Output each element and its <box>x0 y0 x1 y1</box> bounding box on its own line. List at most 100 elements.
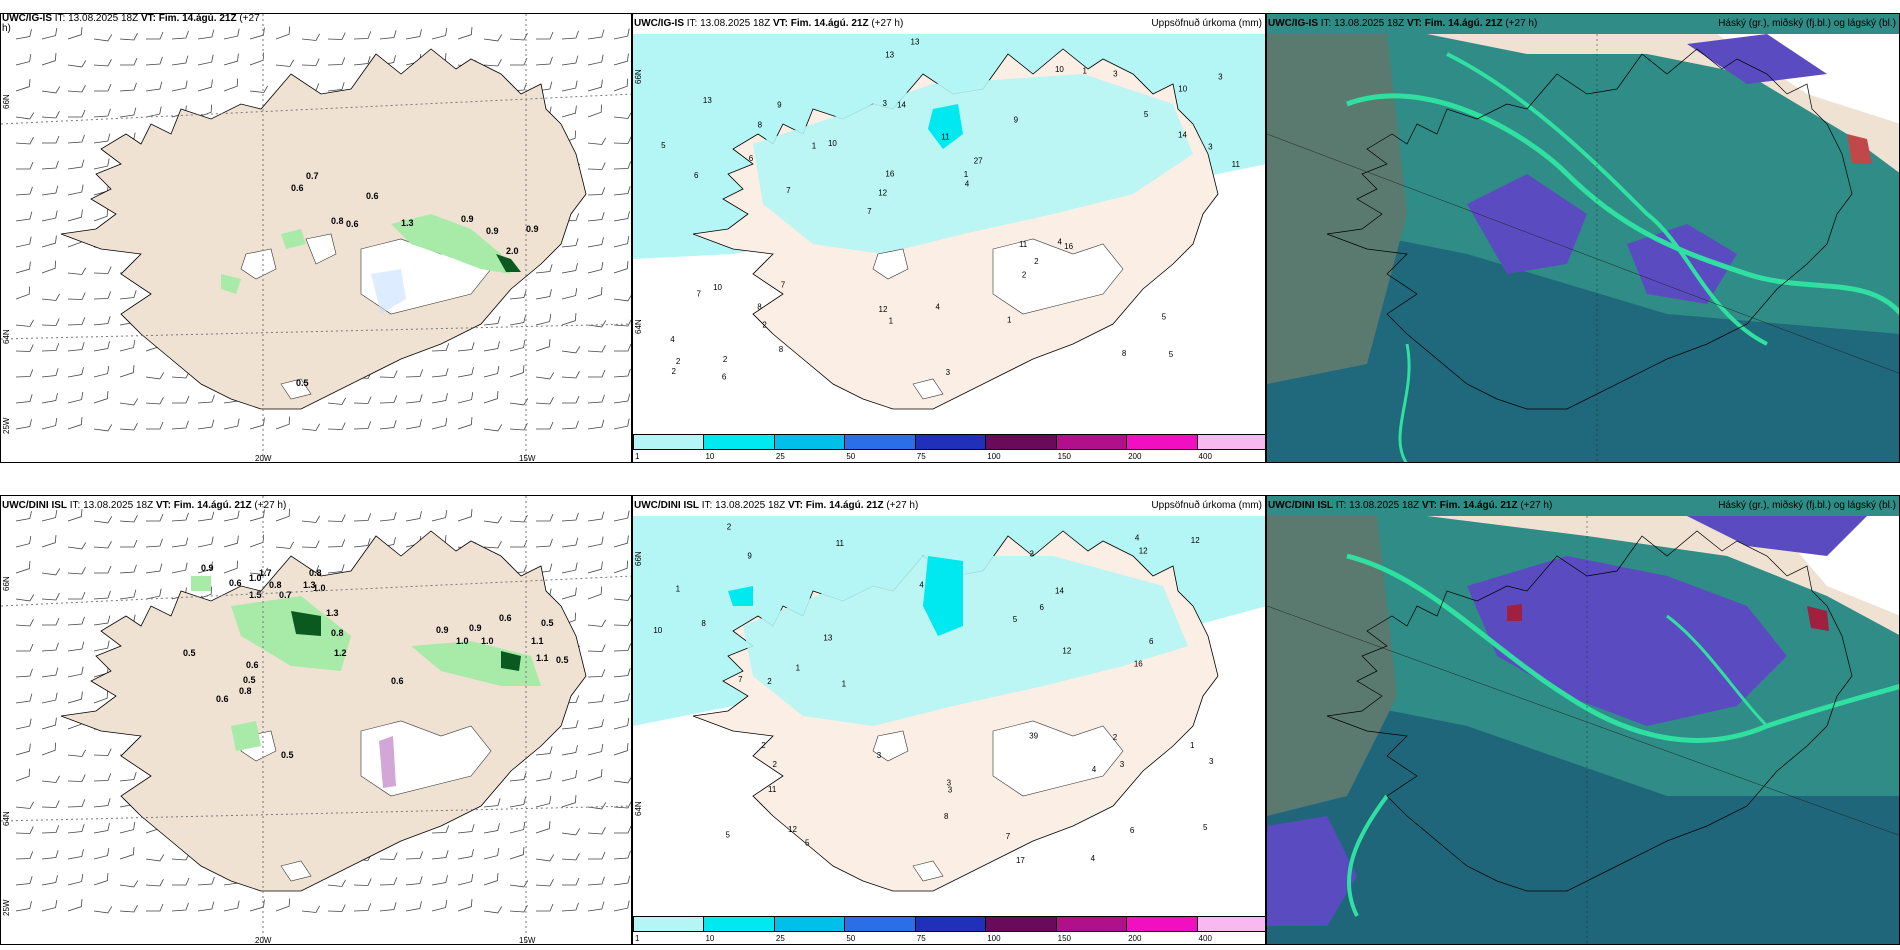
wind-barb <box>67 666 84 678</box>
wind-gust-label: 0.9 <box>469 623 482 633</box>
wind-barb <box>67 899 83 912</box>
wind-barb <box>197 536 214 548</box>
wind-barb <box>613 78 628 92</box>
wind-barb <box>67 417 83 430</box>
wind-barb <box>119 772 137 782</box>
wind-barb <box>146 31 164 40</box>
wind-gust-label: 0.8 <box>331 216 344 226</box>
wind-gust-label: 1.1 <box>531 636 544 646</box>
wind-barb <box>509 772 527 782</box>
wind-barb <box>67 209 83 222</box>
precip-value: 4 <box>1135 533 1140 542</box>
wind-barb <box>15 743 31 756</box>
wind-barb <box>41 742 56 756</box>
iceland-land <box>60 48 587 410</box>
wind-barb <box>67 641 85 652</box>
wind-barb <box>275 26 290 40</box>
wind-barb <box>587 769 603 782</box>
precip-value: 2 <box>761 741 766 750</box>
wind-barb <box>561 288 578 300</box>
wind-barb <box>483 873 499 886</box>
wind-barb <box>561 512 579 522</box>
wind-gust-label: 0.5 <box>243 675 256 685</box>
wind-barb <box>93 848 110 860</box>
wind-barb <box>94 565 112 574</box>
precip-map-bottom: 1435313111417163912101259111234826712543… <box>633 496 1265 944</box>
precip-value: 4 <box>1091 854 1096 863</box>
wind-barb <box>405 901 422 912</box>
wind-barb <box>535 289 552 300</box>
precip-value: 12 <box>788 825 797 834</box>
wind-barb <box>353 396 372 404</box>
wind-barb <box>119 82 137 92</box>
wind-barb <box>223 78 238 92</box>
wind-barb <box>613 668 631 678</box>
wind-barb <box>431 850 449 860</box>
wind-barb <box>613 393 631 404</box>
wind-barb <box>327 514 346 522</box>
wind-barb <box>145 106 162 118</box>
wind-barb <box>405 369 424 378</box>
wind-barb <box>457 874 474 886</box>
colorbar-label: 50 <box>846 934 856 943</box>
wind-barb <box>379 512 397 522</box>
wind-barb <box>535 821 551 834</box>
wind-barb <box>197 54 214 66</box>
wind-barb <box>562 395 580 404</box>
wind-barb <box>613 261 629 274</box>
wind-gust-label: 0.5 <box>296 378 309 388</box>
colorbar-cell <box>1055 434 1128 450</box>
precip-map-panel-top: 5 6 10 7 9 2 3 11 10 10 4 2 14 27 16 13 13 11 11 14 12 12 16 9 1… <box>632 13 1266 463</box>
wind-barb <box>613 28 630 40</box>
wind-barb <box>561 30 579 40</box>
wind-gust-label: 1.0 <box>249 573 262 583</box>
wind-barb <box>15 344 34 352</box>
wind-barb <box>457 509 473 522</box>
wind-barb <box>15 29 32 40</box>
wind-barb <box>535 397 554 405</box>
wind-barb <box>535 339 551 352</box>
wind-barb <box>93 158 110 170</box>
wind-gust-label: 1.3 <box>303 580 316 590</box>
wind-barb <box>41 28 58 40</box>
wind-barb <box>561 80 578 92</box>
wind-barb <box>119 423 138 431</box>
colorbar-cell <box>633 434 705 450</box>
precip-value: 5 <box>1013 615 1018 624</box>
colorbar-label: 10 <box>705 452 715 461</box>
precip-value: 7 <box>781 281 786 290</box>
wind-barb <box>457 367 474 378</box>
wind-gust-label: 1.0 <box>481 636 494 646</box>
wind-barb <box>41 642 59 652</box>
colorbar-cell <box>633 916 705 932</box>
wind-barb <box>93 341 110 352</box>
lat-label-66n: 66N <box>634 69 643 84</box>
wind-barb <box>41 510 58 522</box>
wind-gust-label: 0.9 <box>201 563 214 573</box>
colorbar-cell <box>1196 434 1265 450</box>
wind-barb <box>587 79 603 92</box>
colorbar-cell <box>703 434 775 450</box>
wind-barb <box>327 422 346 430</box>
wind-barb <box>561 720 579 730</box>
wind-barb <box>146 513 164 522</box>
precip-value: 14 <box>897 100 906 109</box>
wind-barb <box>457 27 473 40</box>
precip-value: 3 <box>1029 550 1034 559</box>
wind-barb <box>587 619 606 627</box>
wind-barb <box>93 108 111 118</box>
wind-map-top: 0.70.60.60.8 0.6 1.3 0.90.9 0.92.00.5 <box>1 14 631 462</box>
wind-barb <box>93 798 111 808</box>
lat-label-64n: 64N <box>634 319 643 334</box>
wind-barb <box>93 906 113 914</box>
wind-barb <box>145 538 163 548</box>
wind-barb <box>405 29 422 40</box>
wind-barb <box>41 53 57 66</box>
wind-barb <box>535 746 553 756</box>
precip-value: 12 <box>878 189 887 198</box>
wind-barb <box>197 394 215 404</box>
wind-barb <box>119 290 137 300</box>
wind-barb <box>15 511 32 522</box>
wind-barb <box>431 343 450 352</box>
panel-field-name: Háský (gr.), miðský (fj.bl.) og lágský (… <box>1718 18 1896 29</box>
